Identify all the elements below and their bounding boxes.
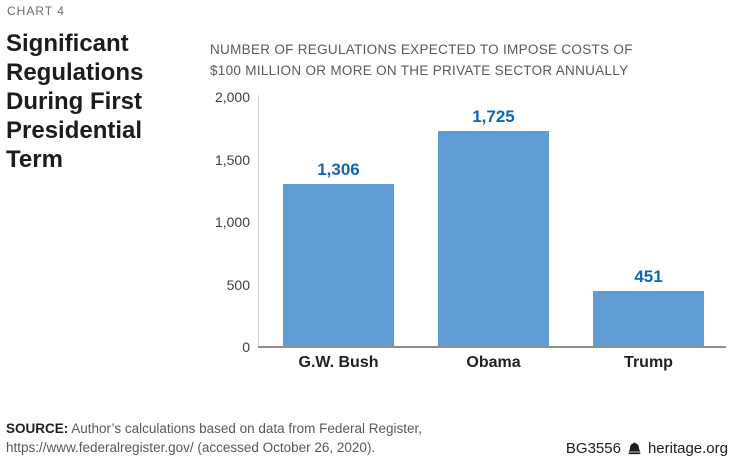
x-category-label: Trump (624, 354, 673, 371)
y-tick-label: 2,000 (214, 89, 250, 105)
site-domain: heritage.org (647, 440, 728, 457)
report-id: BG3556 (565, 440, 621, 457)
x-category-label: G.W. Bush (298, 354, 379, 371)
chart-title-line: Regulations (6, 59, 144, 86)
bar-obama (438, 131, 549, 347)
chart-subtitle: NUMBER OF REGULATIONS EXPECTED TO IMPOSE… (210, 39, 633, 81)
liberty-bell-icon (627, 441, 642, 456)
y-tick-label: 500 (226, 276, 250, 293)
source-line: SOURCE: Author’s calculations based on d… (6, 419, 422, 438)
bar-trump (593, 290, 704, 347)
chart-title-line: Significant (6, 30, 129, 57)
y-tick-label: 0 (242, 339, 250, 355)
source-text: Author’s calculations based on data from… (71, 421, 422, 436)
bar-value-label: 1,306 (317, 159, 360, 179)
bar-value-label: 451 (634, 266, 663, 286)
chart-number-label: CHART 4 (7, 4, 65, 18)
source-url: https://www.federalregister.gov/ (access… (6, 440, 376, 455)
chart-title-line: Term (6, 146, 63, 173)
source-line: https://www.federalregister.gov/ (access… (6, 438, 422, 457)
source-label: SOURCE: (6, 421, 69, 436)
y-axis-line (258, 95, 259, 347)
y-tick-label: 1,500 (214, 151, 250, 168)
chart-title-line: Presidential (6, 117, 143, 144)
x-category-label: Obama (466, 354, 521, 371)
chart-title: Significant Regulations During First Pre… (6, 29, 143, 174)
bar-g-w-bush (283, 183, 394, 347)
chart-subtitle-line: $100 MILLION OR MORE ON THE PRIVATE SECT… (210, 63, 629, 78)
x-axis-line (258, 346, 726, 348)
chart-title-line: During First (6, 88, 142, 115)
source-note: SOURCE: Author’s calculations based on d… (6, 419, 422, 457)
y-tick-label: 1,000 (214, 214, 250, 230)
chart-subtitle-line: NUMBER OF REGULATIONS EXPECTED TO IMPOSE… (210, 42, 633, 57)
footer: BG3556 heritage.org (566, 440, 728, 457)
bar-value-label: 1,725 (472, 107, 515, 127)
